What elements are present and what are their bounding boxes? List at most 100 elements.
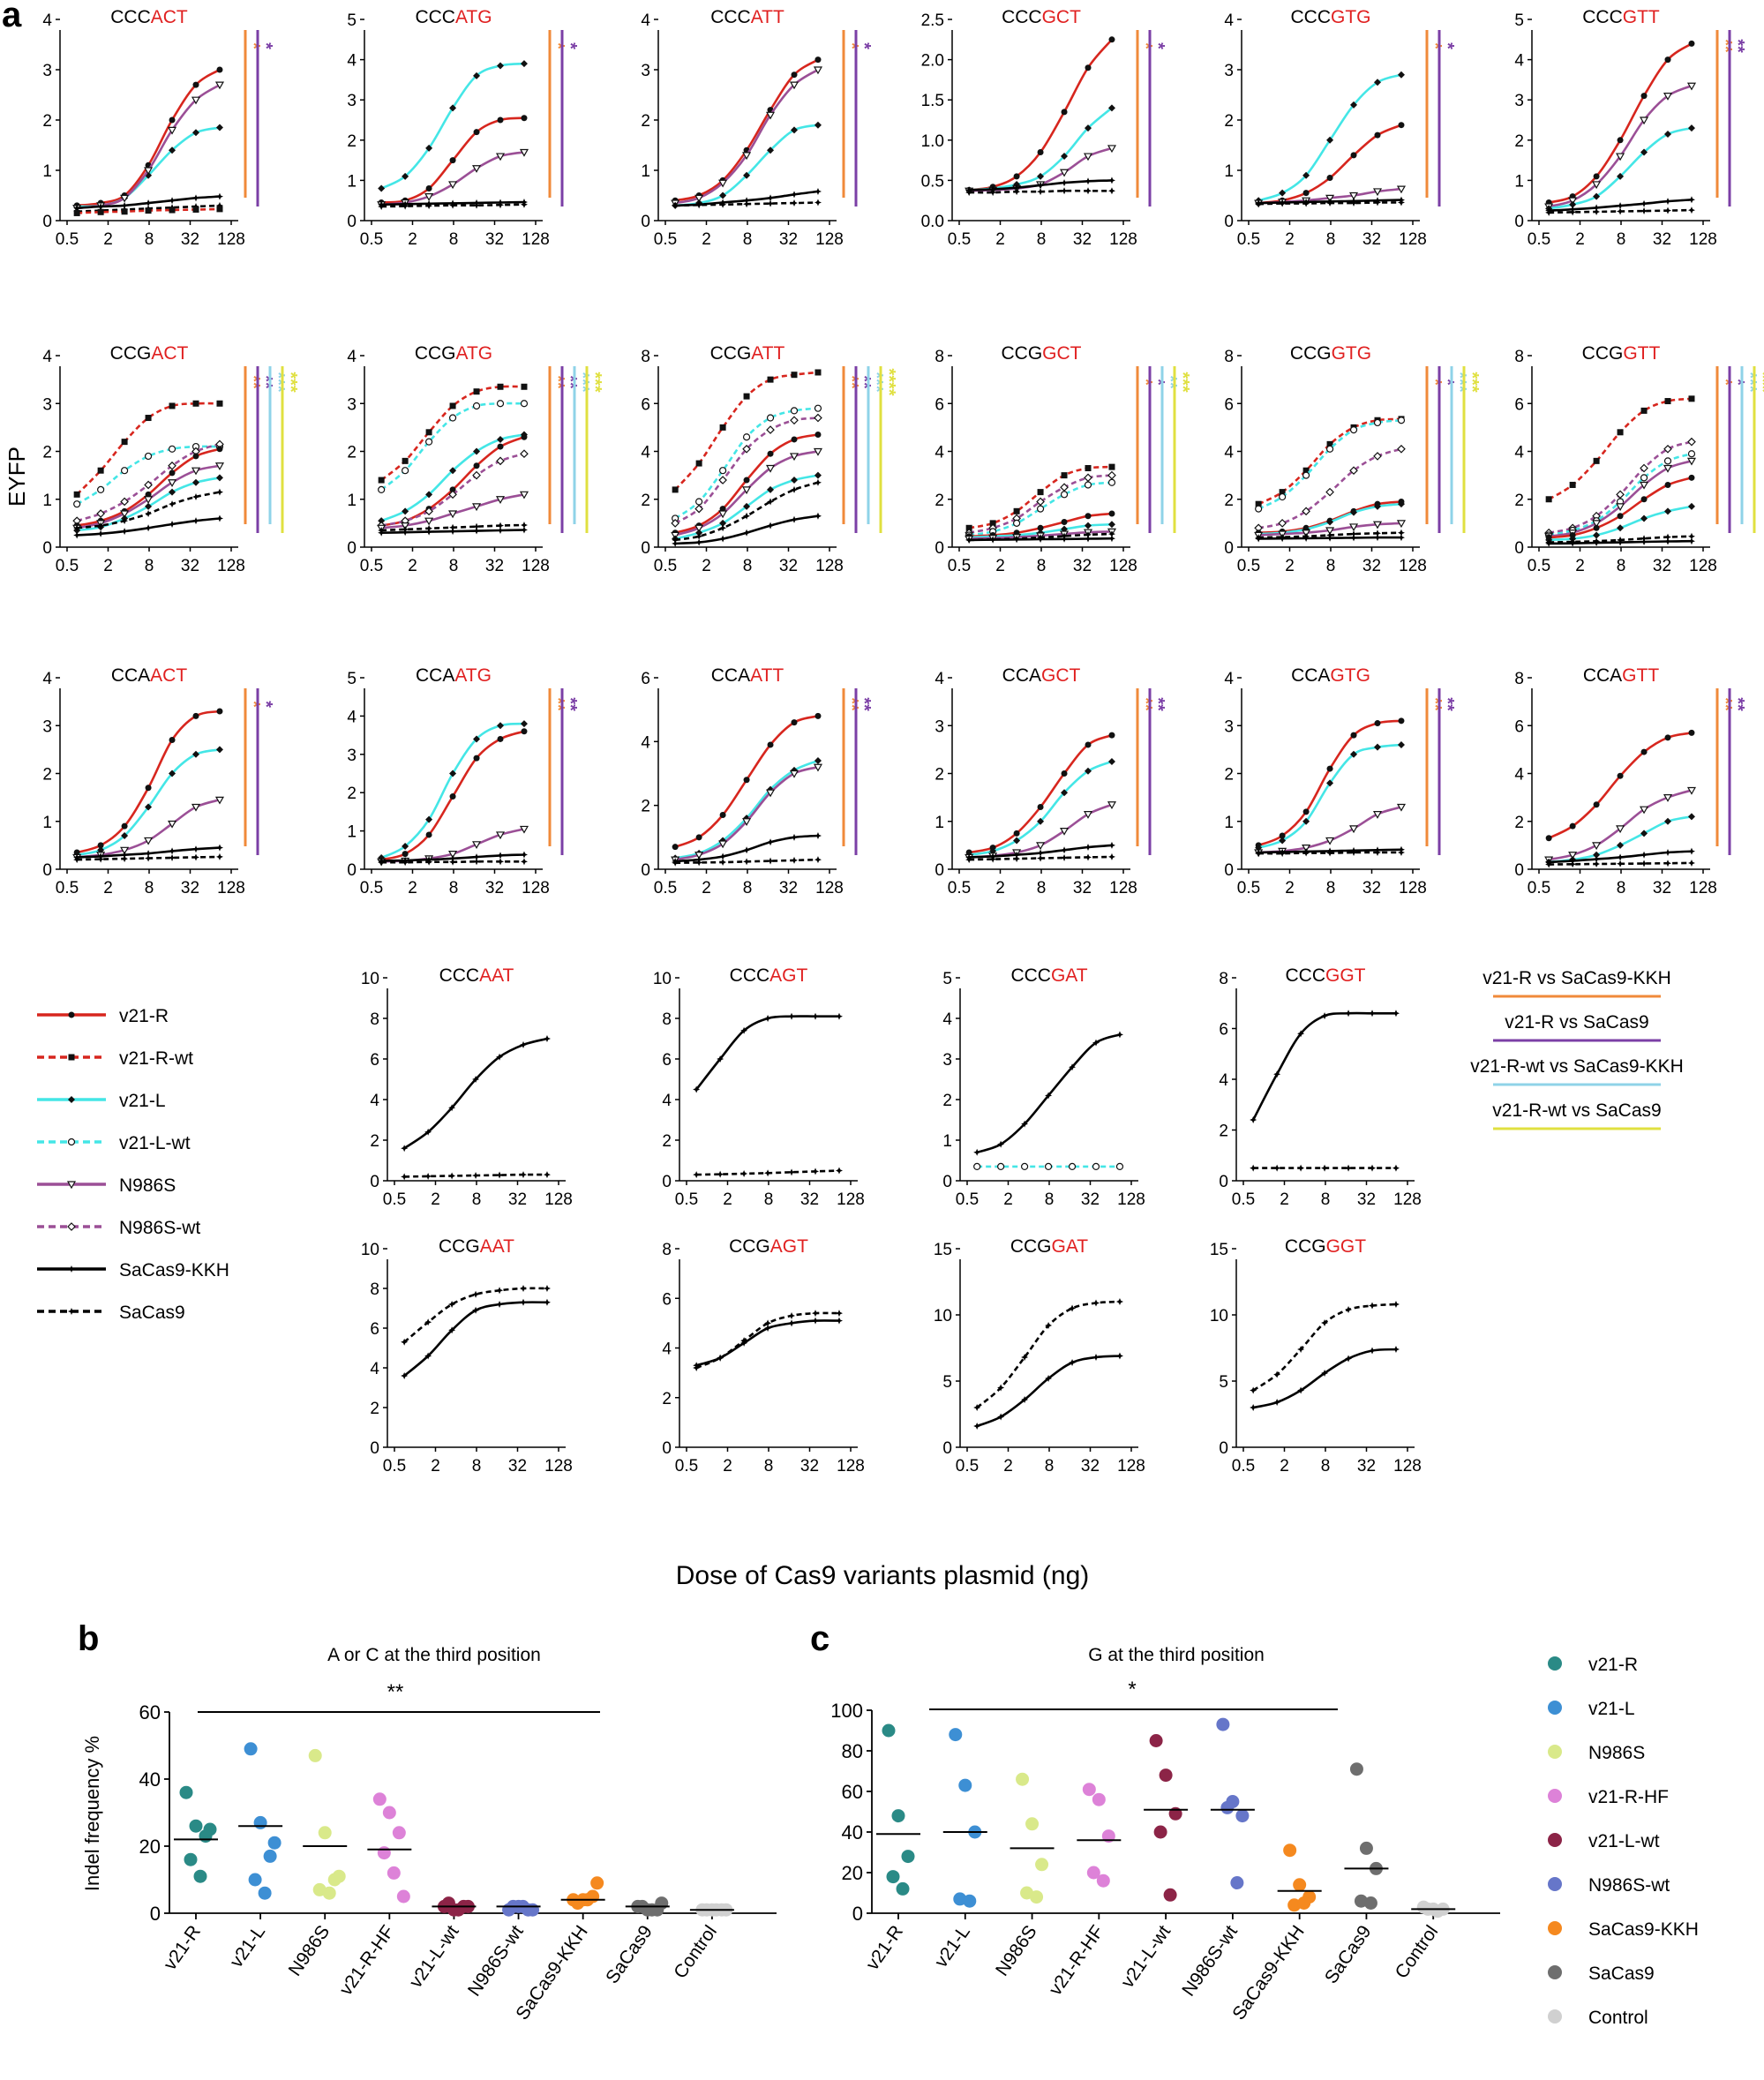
- data-point-N986S: [718, 179, 728, 188]
- data-point-SaCas9: [1061, 187, 1069, 195]
- legend-marker: [68, 1011, 75, 1018]
- x-tick-label: 128: [1109, 557, 1137, 575]
- data-point-v21-L-wt: [997, 1162, 1005, 1171]
- y-tick-label: 4: [942, 1010, 952, 1029]
- data-point-v21-L: [1664, 507, 1672, 515]
- data-point-SaCas9: [812, 1168, 820, 1175]
- data-point-SaCas9-KKH: [496, 1301, 504, 1308]
- x-tick-label: 2: [702, 230, 711, 249]
- data-point-v21-R-wt: [1569, 481, 1576, 488]
- data-point-SaCas9-KKH: [1061, 535, 1069, 543]
- series-line-SaCas9: [1252, 1303, 1397, 1392]
- x-tick-label: 8: [1617, 879, 1626, 897]
- data-point-N986S-wt: [1640, 463, 1648, 473]
- x-tick-label: 2: [995, 879, 1005, 897]
- legend-label: v21-R: [119, 1006, 169, 1026]
- data-point-SaCas9-KKH: [497, 852, 505, 860]
- data-point-SaCas9-KKH: [215, 844, 223, 852]
- chart-CCCGTG: CCCGTG 0 1 2 3 4 0.5 2 8 32 128 **: [1224, 7, 1457, 249]
- data-point-SaCas9-KKH: [215, 192, 223, 200]
- data-point-v21-R: [1617, 137, 1624, 144]
- data-point-v21-L: [1640, 514, 1648, 522]
- data-point-v21-R-wt: [1255, 500, 1262, 507]
- data-point-N986S: [144, 496, 154, 504]
- series-legend: v21-R v21-R-wt v21-L v21-L-wt N986S N986S-wt S…: [37, 1006, 229, 1323]
- data-point-SaCas9: [1687, 206, 1695, 214]
- data-point-SaCas9-KKH: [740, 1026, 748, 1034]
- data-point-SaCas9-KKH: [788, 1319, 796, 1327]
- data-point-N986S: [1083, 153, 1093, 161]
- data-point-SaCas9-KKH: [1037, 181, 1045, 189]
- data-point-SaCas9-KKH: [1021, 1396, 1029, 1403]
- data-point-SaCas9: [520, 522, 528, 529]
- data-point-v21-R: [1640, 496, 1648, 503]
- data-point-N986S-wt: [718, 476, 727, 484]
- x-tick-label: 128: [1109, 230, 1137, 249]
- y-tick-label: 8: [370, 1010, 379, 1029]
- data-point-N986S: [718, 510, 728, 519]
- data-point-N986S-wt: [1397, 444, 1406, 454]
- data-point-v21-L-wt: [1279, 492, 1287, 501]
- data-point-SaCas9: [215, 488, 223, 496]
- data-point-SaCas9-KKH: [192, 517, 200, 525]
- x-tick-label: 128: [1689, 230, 1717, 249]
- scatter-point-v21-R-HF: [382, 1806, 396, 1820]
- x-tick-label: 0.5: [383, 1457, 406, 1476]
- data-point-v21-R: [1640, 748, 1648, 755]
- data-point-v21-R: [1617, 772, 1624, 779]
- data-point-SaCas9-KKH: [1617, 853, 1625, 861]
- data-point-N986S: [191, 467, 201, 476]
- comparison-legend-item: v21-R vs SaCas9-KKH: [1483, 968, 1671, 998]
- data-point-SaCas9-KKH: [965, 536, 973, 544]
- data-point-v21-L: [215, 746, 223, 754]
- data-point-SaCas9: [1664, 860, 1672, 867]
- y-tick-label: 4: [935, 670, 944, 688]
- data-point-SaCas9-KKH: [1593, 204, 1601, 212]
- data-point-N986S: [1640, 116, 1649, 125]
- y-tick-label: 0: [662, 1439, 672, 1458]
- y-axis-label-a: EYFP: [4, 447, 30, 507]
- y-tick-label: 1: [1514, 172, 1524, 191]
- data-point-v21-R-wt: [1545, 496, 1552, 503]
- data-point-N986S-wt: [1687, 437, 1696, 447]
- y-tick-label: 6: [370, 1051, 379, 1070]
- data-point-SaCas9-KKH: [192, 845, 200, 853]
- data-point-SaCas9-KKH: [814, 512, 822, 520]
- data-point-v21-L-wt: [1068, 1162, 1077, 1171]
- x-tick-label: Control: [1392, 1922, 1443, 1983]
- y-tick-label: 40: [139, 1768, 161, 1791]
- x-tick-label: 128: [217, 879, 245, 897]
- data-point-v21-R: [1108, 732, 1115, 739]
- chart-title-suffix: AAT: [480, 1236, 514, 1257]
- legend-item-v21-L-wt: v21-L-wt: [37, 1133, 191, 1153]
- data-point-SaCas9: [192, 853, 200, 861]
- x-tick-label: 32: [485, 230, 504, 249]
- chart-CCGAAT: CCGAAT 0 2 4 6 8 10 0.5 2 8 32 128: [361, 1236, 573, 1476]
- chart-CCGGGT: CCGGGT 0 5 10 15 0.5 2 8 32 128: [1210, 1236, 1422, 1476]
- x-tick-label: 2: [103, 879, 113, 897]
- data-point-v21-L: [497, 62, 505, 70]
- data-point-SaCas9-KKH: [1326, 534, 1334, 542]
- y-tick-label: 1.0: [921, 132, 944, 151]
- data-point-v21-R-wt: [1037, 489, 1044, 496]
- data-point-SaCas9-KKH: [1250, 1116, 1257, 1123]
- x-tick-label: Control: [670, 1922, 721, 1983]
- chart-title-prefix: CCA: [711, 665, 750, 686]
- data-point-v21-R: [473, 755, 480, 762]
- scatter-point-v21-R: [189, 1819, 203, 1833]
- scatter-point-N986S-wt: [1220, 1800, 1235, 1814]
- significance-label: **: [1728, 39, 1747, 53]
- significance-label: *: [1148, 379, 1167, 386]
- data-point-SaCas9: [520, 858, 528, 866]
- y-tick-label: 4: [370, 1360, 379, 1378]
- x-tick-label: 0.5: [360, 230, 383, 249]
- data-point-v21-R: [743, 777, 750, 784]
- data-point-SaCas9: [791, 856, 799, 864]
- chart-title-suffix: GTT: [1622, 665, 1659, 686]
- x-tick-label: 32: [1081, 1190, 1100, 1209]
- data-point-v21-R-wt: [121, 208, 128, 215]
- series-line-v21-R: [968, 733, 1113, 854]
- data-point-N986S-wt: [790, 416, 799, 425]
- chart-title-prefix: CCG: [439, 1236, 480, 1257]
- chart-CCCGAT: CCCGAT 0 1 2 3 4 5 0.5 2 8 32 128: [942, 965, 1145, 1209]
